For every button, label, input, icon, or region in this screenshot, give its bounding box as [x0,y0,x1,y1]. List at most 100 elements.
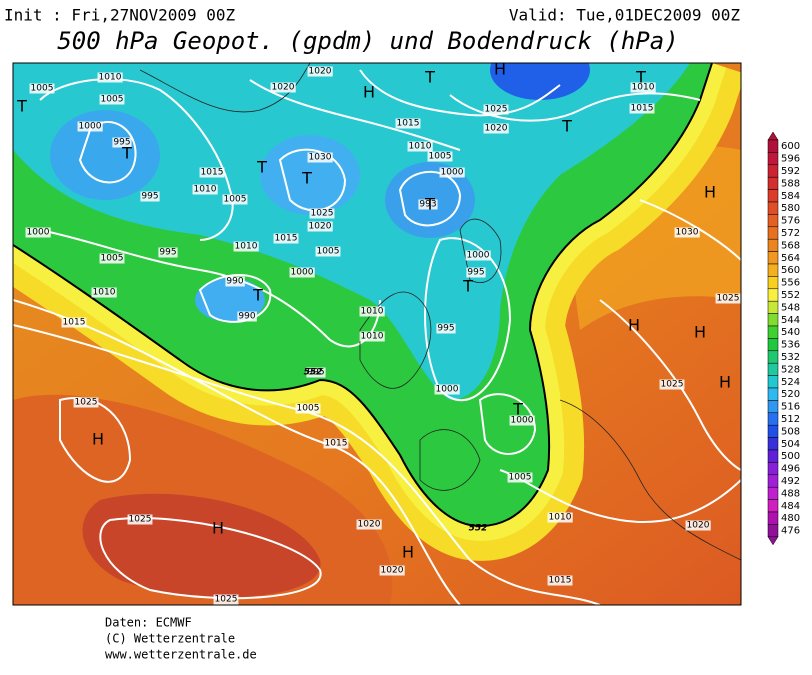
pressure-center: T [424,68,435,87]
pressure-center: H [92,430,104,449]
legend-level: 552 [781,290,800,301]
isobar-label-bg [61,317,87,328]
legend-level: 476 [781,526,800,537]
isobar-label: 1010 [235,242,258,252]
isobar-label-bg [465,250,491,261]
legend-swatch [767,350,779,364]
legend-swatch [767,511,779,525]
legend-swatch [767,437,779,451]
isobar-label-bg [199,167,225,178]
isobar-label-bg [295,403,321,414]
legend-swatch [767,474,779,488]
isobar-label: 1025 [215,595,238,605]
legend-level: 532 [781,352,800,363]
legend-swatch [767,276,779,290]
pressure-center: H [402,543,414,562]
isobar-label: 1010 [99,73,122,83]
legend-level: 512 [781,414,800,425]
map-frame [12,62,742,606]
isobar-label: 1020 [485,124,508,134]
legend-level: 544 [781,315,800,326]
legend-swatch [767,251,779,265]
legend-swatch [767,226,779,240]
isobar-label-bg [483,104,509,115]
legend-swatch [767,387,779,401]
isobar-label: 995 [141,192,158,202]
isobar-label: 1010 [93,288,116,298]
color-legend: 6005965925885845805765725685645605565525… [767,131,800,546]
legend-level: 600 [781,141,800,152]
isobar-label-bg [306,367,326,378]
isobar-label: 1015 [325,439,348,449]
isobar-label-bg [715,293,741,304]
isobar-label-bg [91,287,117,298]
isobar-label-bg [289,267,315,278]
pressure-center: T [512,400,523,419]
pressure-center: T [635,68,646,87]
isobar-label-bg [547,575,573,586]
isobar-label: 1025 [75,398,98,408]
isobar-label-bg [77,121,103,132]
isobar-label-bg [483,123,509,134]
legend-level: 488 [781,488,800,499]
isobar-label: 1015 [549,576,572,586]
isobar-label: 1025 [129,515,152,525]
legend-cap [767,536,779,546]
pressure-center: T [462,277,473,296]
legend-level: 480 [781,513,800,524]
legend-level: 592 [781,166,800,177]
isobar-label: 1010 [549,513,572,523]
pressure-center: H [694,323,706,342]
field-cyan [13,63,690,400]
legend-swatch [767,524,779,538]
isobar-label: 1015 [397,119,420,129]
legend-level: 536 [781,340,800,351]
pressure-center: H [704,183,716,202]
footer-line: www.wetterzentrale.de [105,648,257,662]
isobar-label: 1000 [27,228,50,238]
isobar-label: 1020 [272,83,295,93]
isobar-label-bg [436,323,456,334]
contour-552 [13,63,713,527]
legend-level: 500 [781,451,800,462]
isobar-label: 1000 [511,416,534,426]
pressure-center: T [424,195,435,214]
pressure-center: H [212,519,224,538]
isobar-label: 1005 [317,247,340,257]
legend-level: 484 [781,501,800,512]
pressure-center: T [121,144,132,163]
isobar-label-bg [439,167,465,178]
pressure-center: H [494,60,506,79]
legend-swatch [767,412,779,426]
isobar-label: 1005 [224,195,247,205]
isobar-label: 1020 [358,520,381,530]
isobar-label: 993 [419,200,436,210]
isobar-label: 1025 [485,105,508,115]
isobar-label-bg [29,83,55,94]
isobar-label-bg [309,208,335,219]
legend-level: 564 [781,253,800,264]
isobar-label-bg [140,191,160,202]
isobar-label: 990 [226,277,243,287]
height-label: 552 [469,524,488,534]
isobar-label-bg [307,221,333,232]
isobar-label: 1015 [201,168,224,178]
isobar-label: 1015 [63,318,86,328]
isobar-label-bg [629,103,655,114]
legend-swatch [767,424,779,438]
isobar-label: 1005 [297,404,320,414]
isobar-label: 995 [307,368,324,378]
legend-swatch [767,164,779,178]
isobar-label: 1020 [309,222,332,232]
isobar-label-bg [395,118,421,129]
legend-swatch [767,375,779,389]
legend-swatch [767,176,779,190]
legend-swatch [767,238,779,252]
legend-level: 496 [781,464,800,475]
isobar-label: 1025 [717,294,740,304]
isobar-label: 1030 [676,228,699,238]
legend-level: 588 [781,178,800,189]
isobar-label: 1000 [467,251,490,261]
legend-swatch [767,139,779,153]
